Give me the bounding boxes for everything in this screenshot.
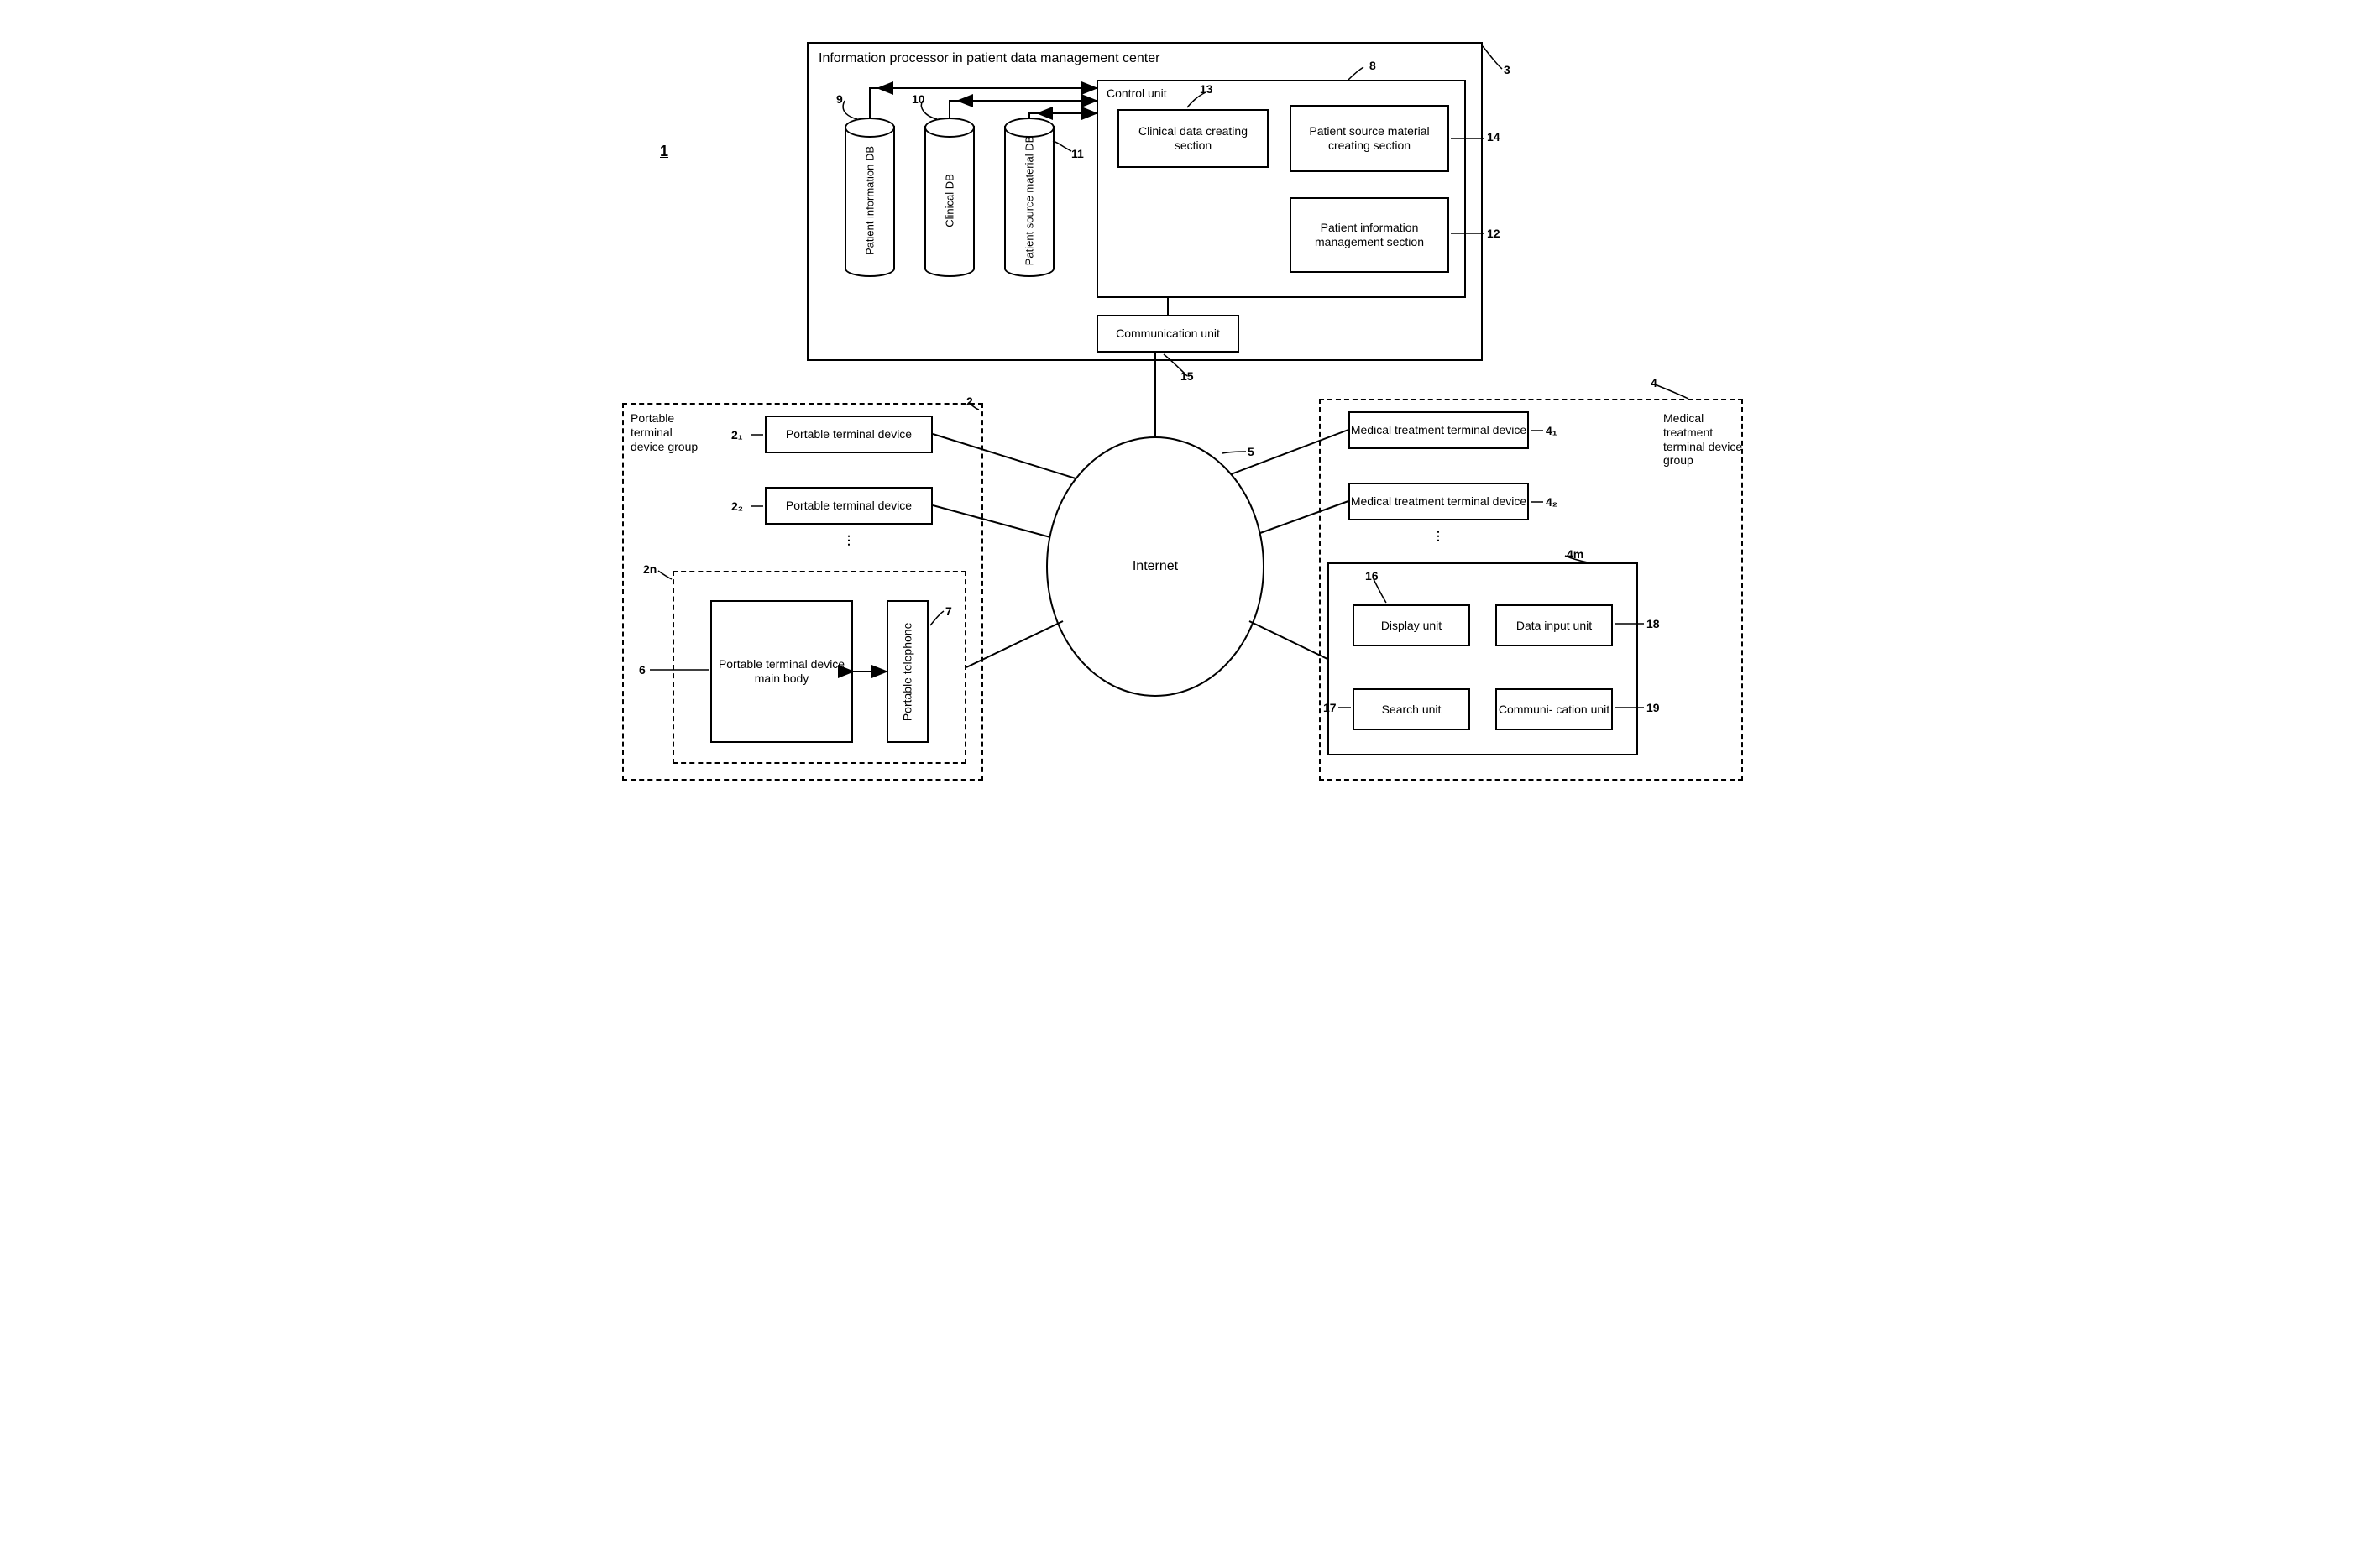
medical-device-1: Medical treatment terminal device: [1348, 411, 1529, 449]
patient-info-mgmt-box: Patient information management section: [1290, 197, 1449, 273]
portable-phone-box: Portable telephone: [887, 600, 929, 743]
ref-patient-src-creating: 14: [1487, 130, 1500, 144]
internet-label: Internet: [1133, 559, 1178, 574]
clinical-data-creating-box: Clinical data creating section: [1117, 109, 1269, 168]
portable-device-1: Portable terminal device: [765, 416, 933, 453]
ref-display: 16: [1365, 569, 1379, 583]
clinical-data-creating-label: Clinical data creating section: [1119, 124, 1267, 153]
ref-processor: 3: [1504, 63, 1510, 77]
ref-portable-2: 2₂: [731, 499, 743, 514]
ref-patient-db: 9: [836, 92, 843, 107]
clinical-db: Clinical DB: [924, 126, 975, 277]
ref-internet: 5: [1248, 445, 1254, 459]
comm-unit-label: Communication unit: [1116, 327, 1220, 341]
ref-portable-group: 2: [966, 395, 973, 409]
ref-data-input: 18: [1646, 617, 1660, 631]
patient-src-db-label: Patient source material DB: [1023, 136, 1036, 266]
ref-medical-2: 4₂: [1546, 495, 1557, 510]
ref-comm-m: 19: [1646, 701, 1660, 715]
dots-left: ⋮: [843, 533, 855, 547]
patient-info-mgmt-label: Patient information management section: [1291, 221, 1447, 249]
ref-medical-group: 4: [1651, 376, 1657, 390]
ref-medical-m: 4m: [1567, 547, 1583, 562]
portable-device-2: Portable terminal device: [765, 487, 933, 525]
ref-clinical-db: 10: [912, 92, 925, 107]
ref-portable-n: 2n: [643, 562, 657, 577]
control-unit-label: Control unit: [1107, 86, 1167, 101]
processor-title: Information processor in patient data ma…: [819, 50, 1159, 66]
ref-medical-1: 4₁: [1546, 424, 1557, 438]
ref-patient-info-mgmt: 12: [1487, 227, 1500, 241]
diagram-canvas: 1 Information processor in patient data …: [593, 17, 1778, 801]
ref-patient-src-db: 11: [1071, 147, 1084, 161]
search-unit-box: Search unit: [1353, 688, 1470, 730]
patient-src-creating-label: Patient source material creating section: [1291, 124, 1447, 153]
data-input-box: Data input unit: [1495, 604, 1613, 646]
display-unit-box: Display unit: [1353, 604, 1470, 646]
medical-group-label: Medical treatment terminal device group: [1663, 411, 1743, 468]
patient-src-creating-box: Patient source material creating section: [1290, 105, 1449, 172]
ref-main-body: 6: [639, 663, 646, 677]
comm-unit-m-box: Communi- cation unit: [1495, 688, 1613, 730]
portable-main-body-box: Portable terminal device main body: [710, 600, 853, 743]
ref-phone: 7: [945, 604, 952, 619]
ref-control-unit: 8: [1369, 59, 1376, 73]
portable-group-label: Portable terminal device group: [631, 411, 706, 453]
internet-ellipse: Internet: [1046, 436, 1264, 697]
patient-db-label: Patient information DB: [864, 146, 877, 255]
ref-system: 1: [660, 143, 668, 161]
ref-clinical-creating: 13: [1200, 82, 1213, 97]
ref-search: 17: [1323, 701, 1337, 715]
patient-db: Patient information DB: [845, 126, 895, 277]
comm-unit-box: Communication unit: [1097, 315, 1239, 353]
ref-portable-1: 2₁: [731, 428, 743, 442]
ref-comm-unit: 15: [1180, 369, 1194, 384]
dots-right: ⋮: [1432, 529, 1444, 543]
patient-src-db: Patient source material DB: [1004, 126, 1055, 277]
medical-device-2: Medical treatment terminal device: [1348, 483, 1529, 520]
clinical-db-label: Clinical DB: [944, 174, 956, 227]
